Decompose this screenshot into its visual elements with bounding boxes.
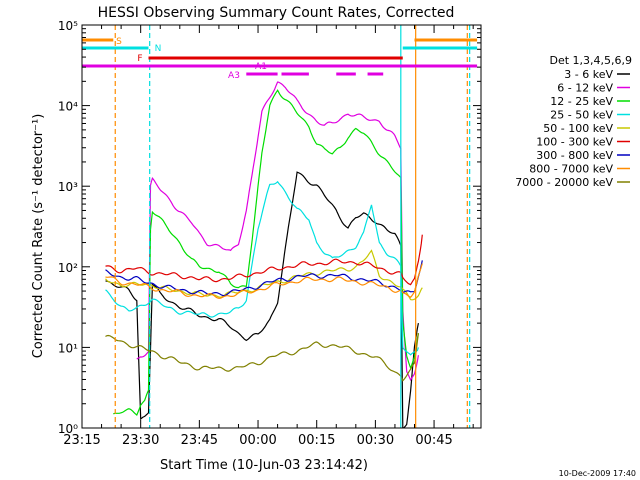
plot-layer: S N F A1 A3 — [82, 25, 478, 428]
y-tick-label: 10⁴ — [58, 100, 78, 114]
legend-label-7: 300 - 800 keV — [536, 149, 613, 162]
y-axis-label: Corrected Count Rate (s⁻¹ detector⁻¹) — [31, 114, 46, 359]
axes: 23:15 23:30 23:45 00:00 00:15 00:30 00:45 10⁰ 10… — [58, 19, 482, 448]
series-line-5 — [105, 249, 423, 301]
series-line-7 — [105, 260, 423, 297]
y-tick-label: 10⁵ — [58, 19, 78, 33]
timestamp: 10-Dec-2009 17:40 — [559, 469, 636, 478]
legend-label-9: 7000 - 20000 keV — [515, 176, 613, 189]
flag-label-a3: A3 — [228, 71, 240, 81]
x-tick-label: 00:45 — [415, 433, 452, 448]
series-line-6 — [105, 234, 423, 286]
legend-label-6: 100 - 300 keV — [536, 136, 613, 149]
plot-frame — [81, 24, 482, 429]
series-line-9 — [105, 333, 419, 382]
x-tick-label: 00:00 — [239, 433, 276, 448]
y-tick-label: 10⁰ — [58, 422, 78, 436]
series-line-2 — [136, 81, 419, 382]
series-line-4 — [105, 180, 419, 356]
x-tick-label: 23:45 — [181, 433, 218, 448]
series-line-8 — [105, 263, 423, 299]
flag-label-f: F — [137, 54, 142, 64]
x-tick-label: 23:30 — [122, 433, 159, 448]
y-tick-label: 10² — [58, 261, 78, 275]
chart-title: HESSI Observing Summary Count Rates, Cor… — [98, 5, 455, 21]
flag-label-a1: A1 — [255, 62, 267, 72]
legend-title: Det 1,3,4,5,6,9 — [549, 54, 632, 67]
x-tick-label: 23:15 — [63, 433, 100, 448]
legend-label-5: 50 - 100 keV — [543, 122, 613, 135]
legend-label-8: 800 - 7000 keV — [529, 163, 613, 176]
y-tick-label: 10³ — [58, 180, 78, 194]
x-axis-label: Start Time (10-Jun-03 23:14:42) — [160, 458, 368, 473]
flag-label-n: N — [155, 44, 162, 54]
legend-label-4: 25 - 50 keV — [550, 109, 613, 122]
series-line-3 — [113, 89, 419, 416]
legend-label-2: 6 - 12 keV — [557, 82, 613, 95]
legend-label-1: 3 - 6 keV — [564, 68, 613, 81]
legend-label-3: 12 - 25 keV — [550, 95, 613, 108]
y-tick-label: 10¹ — [58, 341, 78, 355]
flag-label-s: S — [116, 37, 122, 47]
x-tick-label: 00:30 — [357, 433, 394, 448]
x-tick-label: 00:15 — [298, 433, 335, 448]
